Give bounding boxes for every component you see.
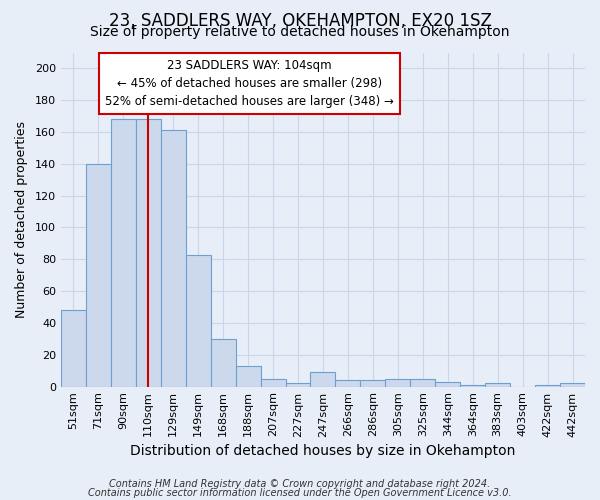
Bar <box>86 164 111 386</box>
Bar <box>560 384 585 386</box>
Y-axis label: Number of detached properties: Number of detached properties <box>15 121 28 318</box>
Bar <box>286 384 310 386</box>
Text: 23, SADDLERS WAY, OKEHAMPTON, EX20 1SZ: 23, SADDLERS WAY, OKEHAMPTON, EX20 1SZ <box>109 12 491 30</box>
Bar <box>335 380 361 386</box>
Text: Size of property relative to detached houses in Okehampton: Size of property relative to detached ho… <box>90 25 510 39</box>
Bar <box>410 378 435 386</box>
Bar <box>260 378 286 386</box>
Bar <box>310 372 335 386</box>
Bar <box>186 254 211 386</box>
Bar <box>485 384 510 386</box>
Bar <box>361 380 385 386</box>
Bar <box>111 120 136 386</box>
Text: Contains public sector information licensed under the Open Government Licence v3: Contains public sector information licen… <box>88 488 512 498</box>
Bar <box>535 385 560 386</box>
Bar <box>161 130 186 386</box>
Text: Contains HM Land Registry data © Crown copyright and database right 2024.: Contains HM Land Registry data © Crown c… <box>109 479 491 489</box>
Bar <box>435 382 460 386</box>
Bar <box>460 385 485 386</box>
Bar <box>61 310 86 386</box>
Text: 23 SADDLERS WAY: 104sqm
← 45% of detached houses are smaller (298)
52% of semi-d: 23 SADDLERS WAY: 104sqm ← 45% of detache… <box>105 59 394 108</box>
Bar <box>211 339 236 386</box>
Bar <box>236 366 260 386</box>
X-axis label: Distribution of detached houses by size in Okehampton: Distribution of detached houses by size … <box>130 444 515 458</box>
Bar <box>136 120 161 386</box>
Bar <box>385 378 410 386</box>
